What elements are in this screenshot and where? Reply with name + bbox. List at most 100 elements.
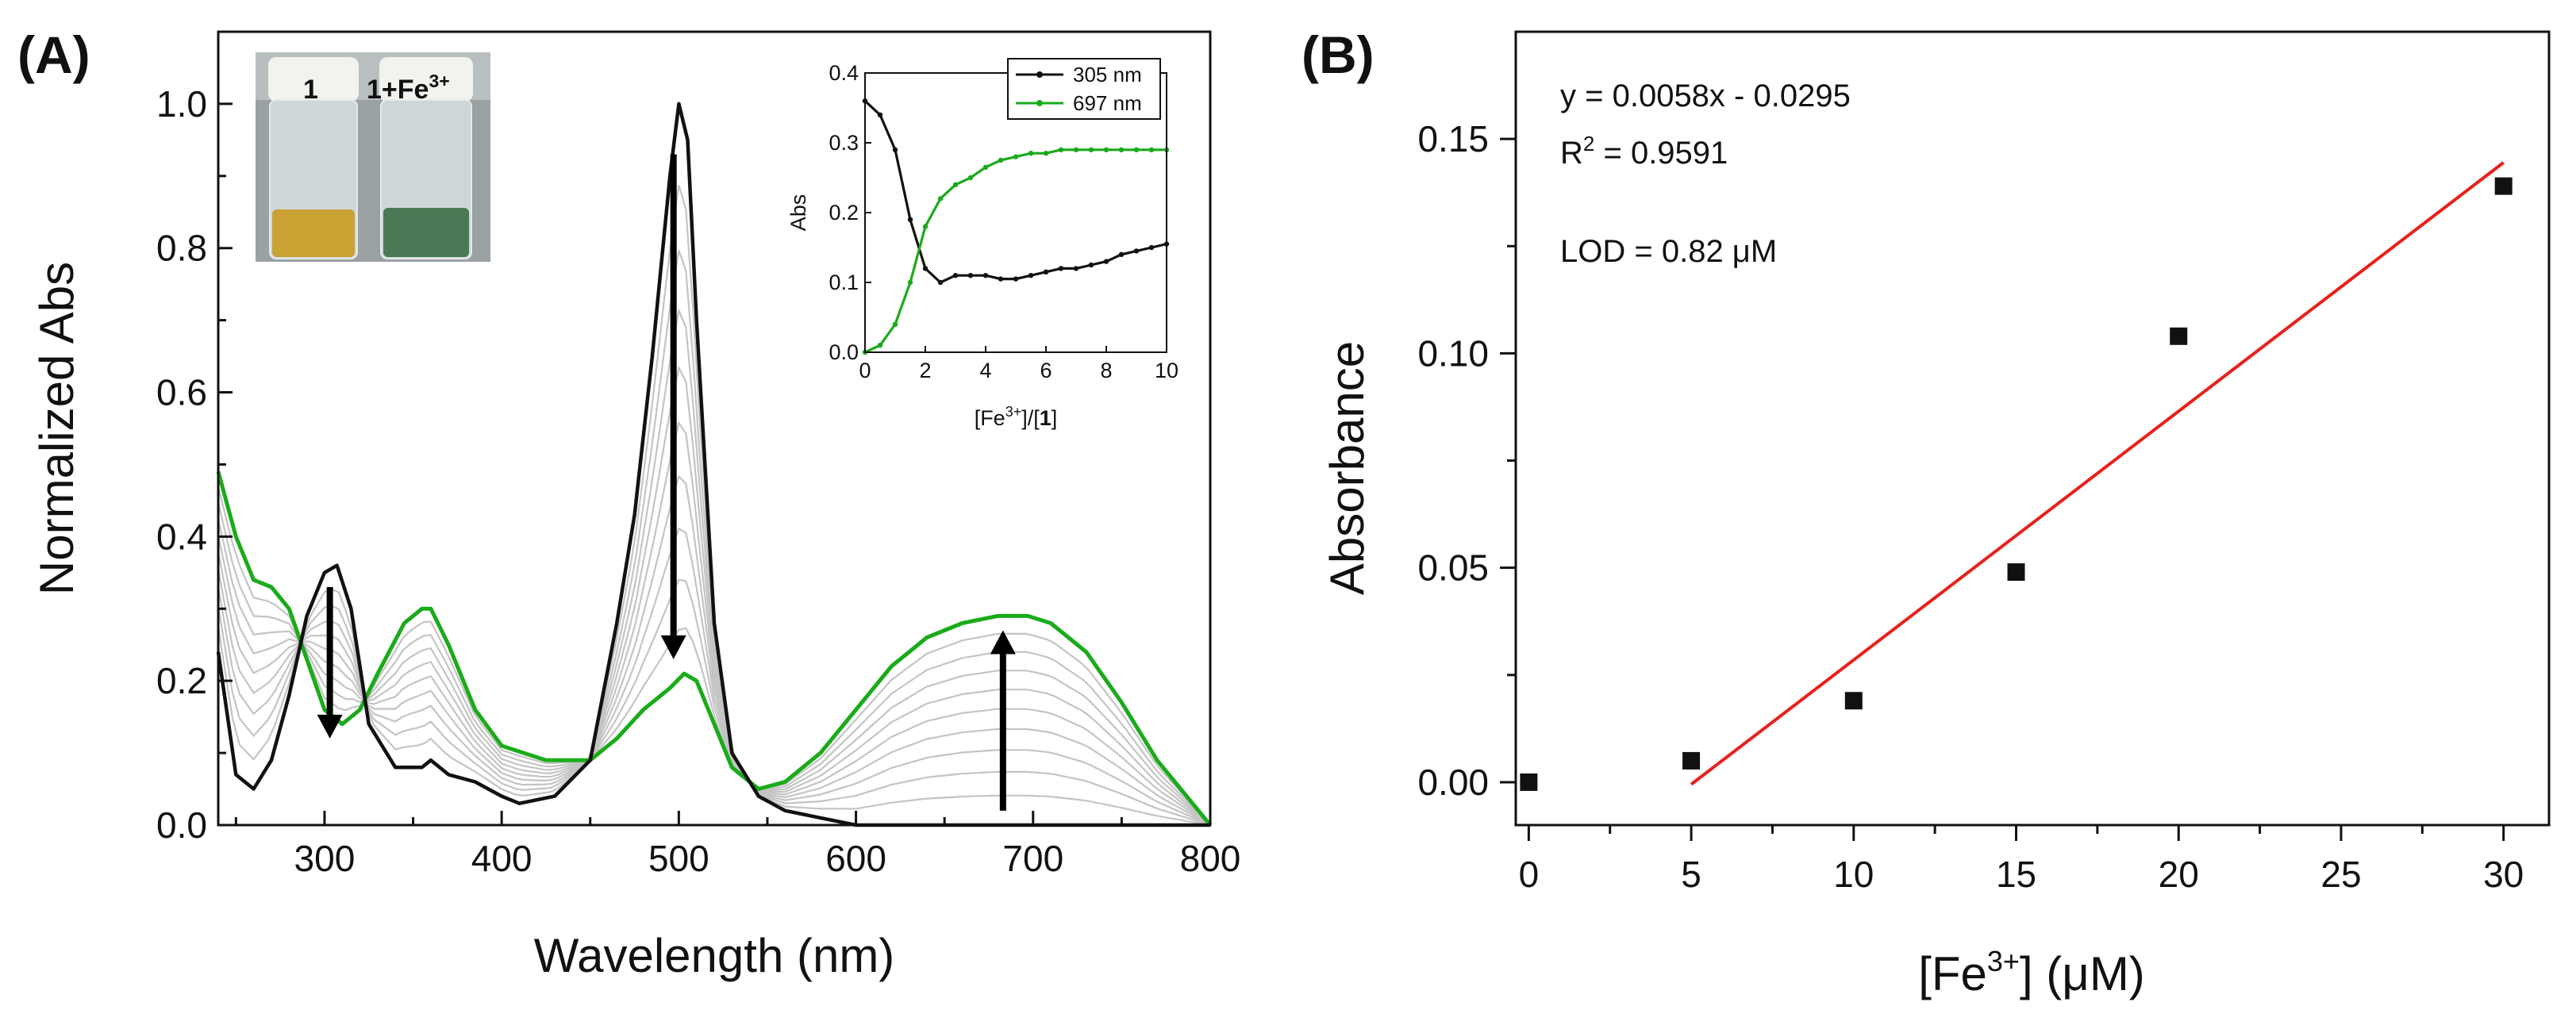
b-y-tick-label-2: 0.10 bbox=[1417, 332, 1489, 374]
vial-label-1-fe-main: 1+Fe bbox=[367, 75, 429, 105]
b-x-tick-label-4: 20 bbox=[2159, 854, 2199, 895]
titration-inset: 0 2 4 6 8 10 0.0 0.1 0.2 0.3 0.4 Abs [Fe3+]/[1] 3… bbox=[786, 58, 1178, 430]
inset-point-0-15 bbox=[1088, 262, 1094, 268]
legend-marker-305 bbox=[1036, 71, 1043, 78]
inset-point-1-4 bbox=[922, 224, 929, 229]
inset-point-1-13 bbox=[1058, 147, 1064, 152]
inset-point-1-6 bbox=[952, 182, 959, 187]
panel-b-x-title-sup: 3+ bbox=[1987, 945, 2020, 977]
vial-label-1-fe: 1+Fe3+ bbox=[367, 71, 450, 105]
inset-x-title-part1: [Fe bbox=[975, 406, 1005, 430]
inset-x-title-sup: 3+ bbox=[1005, 404, 1022, 420]
panel-a-arrows bbox=[317, 154, 1016, 811]
panel-b-y-ticks: 0.00 0.05 0.10 0.15 bbox=[1417, 118, 1516, 803]
inset-point-0-11 bbox=[1028, 273, 1034, 278]
panel-b-fit-line bbox=[1690, 161, 2505, 786]
vial-label-1: 1 bbox=[303, 75, 318, 105]
y-tick-label-4: 0.8 bbox=[156, 228, 207, 269]
inset-point-0-14 bbox=[1073, 266, 1079, 271]
panel-a-y-ticks: 0.0 0.2 0.4 0.6 0.8 1.0 bbox=[156, 83, 233, 846]
inset-x-title-bold: 1 bbox=[1040, 406, 1052, 430]
inset-y-axis-title: Abs bbox=[786, 194, 810, 232]
inset-point-0-5 bbox=[937, 279, 944, 286]
x-tick-label-2: 500 bbox=[648, 838, 709, 879]
panel-a-y-axis-title: Normalized Abs bbox=[30, 262, 83, 595]
vial-right bbox=[379, 57, 473, 259]
inset-point-1-19 bbox=[1148, 147, 1155, 152]
panel-a: (A) 300 400 500 600 700 800 0.0 0.2 0.4 0.6 0.8 1.… bbox=[17, 25, 1240, 982]
y-tick-label-5: 1.0 bbox=[156, 83, 207, 125]
vial-left-cap bbox=[268, 57, 359, 102]
x-tick-label-0: 300 bbox=[294, 838, 356, 879]
x-tick-label-5: 800 bbox=[1180, 838, 1241, 879]
panel-b-y-axis-title: Absorbance bbox=[1321, 341, 1374, 595]
b-x-tick-label-6: 30 bbox=[2483, 854, 2524, 895]
lod-annotation: LOD = 0.82 μM bbox=[1560, 234, 1777, 269]
inset-legend: 305 nm 697 nm bbox=[1007, 58, 1161, 120]
panel-a-x-ticks: 300 400 500 600 700 800 bbox=[234, 811, 1241, 879]
change-arrow-head-0 bbox=[317, 714, 343, 739]
x-tick-label-3: 600 bbox=[825, 838, 886, 879]
panel-a-intermediate-curves bbox=[217, 184, 1211, 827]
b-x-tick-label-3: 15 bbox=[1996, 854, 2036, 895]
inset-y-tick-label-0: 0.0 bbox=[829, 340, 859, 364]
inset-point-1-5 bbox=[937, 196, 944, 202]
inset-point-1-7 bbox=[967, 175, 974, 181]
inset-point-0-17 bbox=[1118, 251, 1125, 257]
intermediate-curve-7 bbox=[217, 518, 1211, 826]
panel-a-x-axis-title: Wavelength (nm) bbox=[534, 929, 895, 982]
panel-b-plot-frame bbox=[1514, 30, 2551, 827]
inset-point-0-3 bbox=[907, 217, 913, 222]
inset-point-0-7 bbox=[967, 273, 974, 278]
inset-series-line-1 bbox=[864, 148, 1167, 354]
inset-point-1-12 bbox=[1043, 151, 1049, 156]
data-point-3 bbox=[2007, 563, 2025, 582]
inset-y-ticks: 0.0 0.1 0.2 0.3 0.4 bbox=[829, 61, 871, 364]
intermediate-curve-5 bbox=[217, 420, 1211, 826]
inset-point-0-2 bbox=[892, 147, 898, 152]
intermediate-curve-4 bbox=[217, 365, 1211, 826]
inset-point-0-6 bbox=[952, 273, 959, 278]
y-tick-label-0: 0.0 bbox=[156, 804, 207, 846]
panel-b-x-title-part1: [Fe bbox=[1918, 947, 1987, 1000]
inset-point-1-16 bbox=[1103, 147, 1109, 152]
b-x-tick-label-2: 10 bbox=[1833, 854, 1874, 895]
panel-b-x-ticks: 0 5 10 15 20 25 30 bbox=[1519, 825, 2524, 895]
b-x-tick-label-0: 0 bbox=[1519, 854, 1540, 895]
inset-point-0-16 bbox=[1103, 259, 1109, 264]
inset-y-tick-label-3: 0.3 bbox=[829, 131, 859, 155]
inset-x-tick-label-5: 10 bbox=[1155, 359, 1178, 382]
legend-label-305: 305 nm bbox=[1073, 63, 1142, 86]
inset-point-1-18 bbox=[1133, 147, 1140, 152]
inset-y-tick-label-1: 0.1 bbox=[829, 271, 859, 294]
b-y-tick-label-1: 0.05 bbox=[1417, 547, 1489, 589]
inset-y-tick-label-4: 0.4 bbox=[829, 61, 859, 85]
inset-x-tick-label-2: 4 bbox=[979, 359, 991, 382]
r-squared: R2 = 0.9591 bbox=[1560, 132, 1728, 171]
inset-point-0-19 bbox=[1148, 244, 1155, 251]
y-tick-label-2: 0.4 bbox=[156, 516, 207, 557]
legend-marker-697 bbox=[1036, 100, 1043, 106]
inset-y-tick-label-2: 0.2 bbox=[829, 201, 859, 225]
inset-legend-box bbox=[1007, 58, 1161, 120]
intermediate-curve-2 bbox=[217, 250, 1211, 827]
change-arrow-head-2 bbox=[990, 630, 1016, 655]
inset-point-0-4 bbox=[922, 266, 929, 271]
fit-equation: y = 0.0058x - 0.0295 bbox=[1560, 79, 1851, 113]
intermediate-curve-3 bbox=[217, 307, 1211, 827]
panel-b-x-axis-title: [Fe3+] (μM) bbox=[1918, 945, 2145, 1000]
y-tick-label-1: 0.2 bbox=[156, 660, 207, 701]
data-point-1 bbox=[1682, 751, 1701, 770]
data-point-4 bbox=[2170, 327, 2188, 345]
inset-point-1-3 bbox=[907, 279, 913, 286]
intermediate-curve-9 bbox=[217, 486, 1211, 826]
inset-point-0-10 bbox=[1013, 276, 1019, 282]
legend-label-697: 697 nm bbox=[1073, 91, 1142, 115]
inset-point-1-10 bbox=[1013, 154, 1019, 159]
data-point-0 bbox=[1520, 773, 1538, 791]
r-squared-main: R bbox=[1560, 136, 1583, 171]
inset-point-0-9 bbox=[998, 276, 1004, 282]
inset-point-1-11 bbox=[1028, 151, 1034, 156]
inset-point-1-1 bbox=[877, 343, 883, 348]
